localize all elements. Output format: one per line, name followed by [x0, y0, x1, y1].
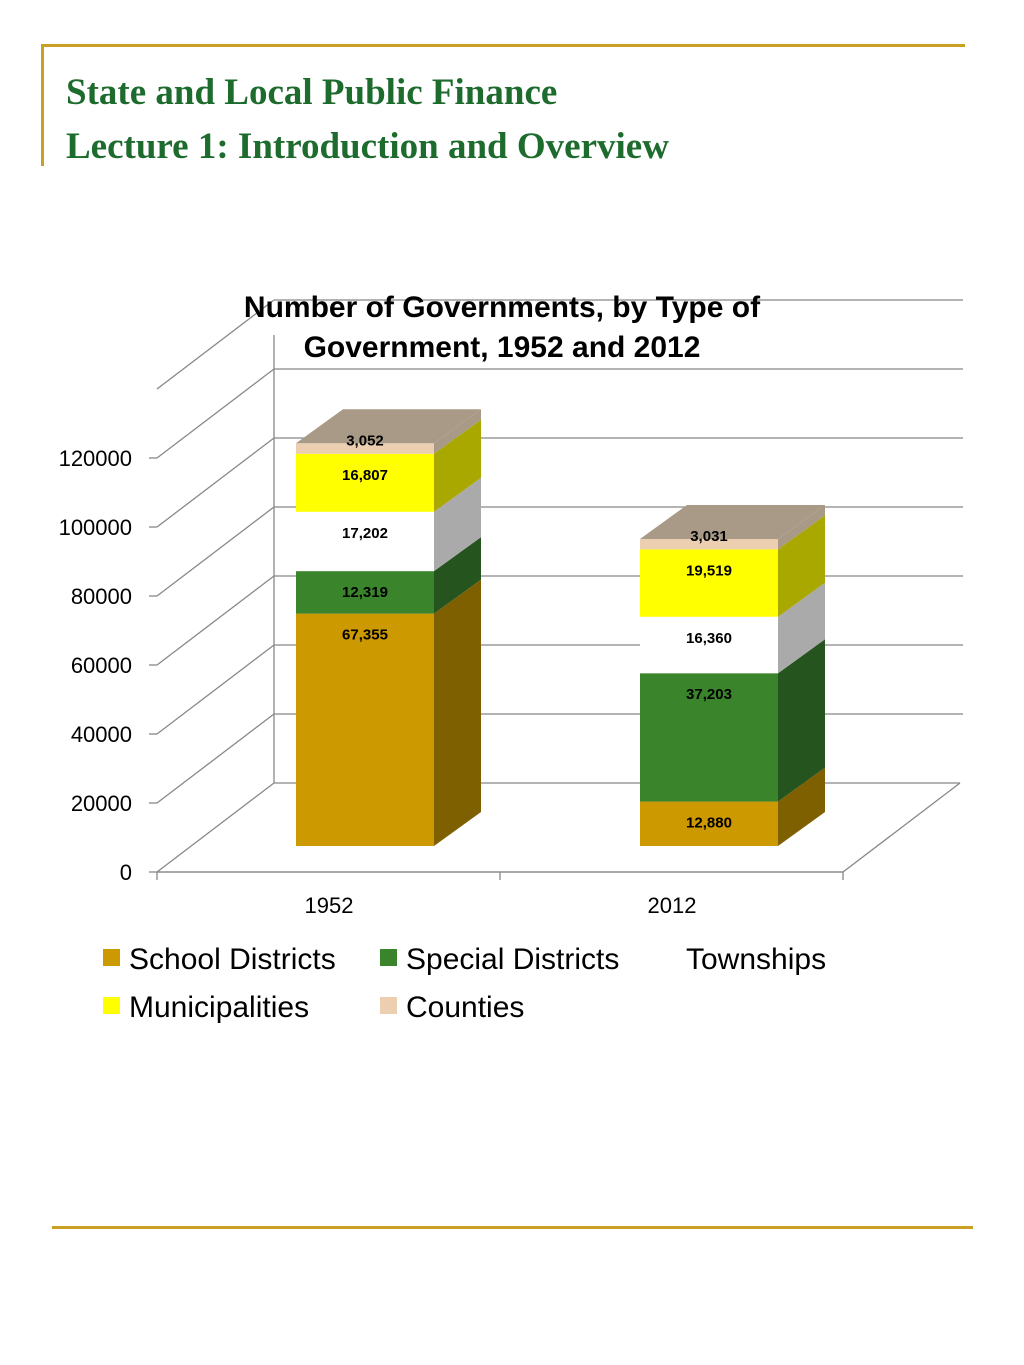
- bar-stack-2012: 12,880 37,203 16,360 19,519 3,031: [640, 504, 825, 846]
- legend-swatch-school-districts: [103, 949, 120, 966]
- x-axis: 1952 2012: [156, 871, 844, 918]
- y-tick-label: 60000: [71, 653, 132, 678]
- chart-title-line-2: Government, 1952 and 2012: [304, 331, 701, 364]
- gridline-side: [156, 368, 275, 459]
- chart-title-line-1: Number of Governments, by Type of: [244, 291, 761, 324]
- bar-top-face: [296, 409, 481, 444]
- legend-swatch-municipalities: [103, 997, 120, 1014]
- data-label: 17,202: [342, 525, 388, 542]
- x-tick-label-1952: 1952: [305, 893, 354, 918]
- data-label: 16,360: [686, 630, 732, 647]
- bar-front-townships: [296, 511, 434, 572]
- bar-front-counties: [640, 538, 778, 550]
- bar-front-school-districts: [296, 613, 434, 846]
- bar-front-special-districts: [640, 673, 778, 802]
- data-label: 67,355: [342, 627, 388, 644]
- bar-side-municipalities: [778, 515, 825, 617]
- slide-title: State and Local Public Finance Lecture 1…: [66, 66, 669, 174]
- y-tick-label: 100000: [59, 515, 132, 540]
- footer-accent-line: [52, 1226, 973, 1229]
- legend-label-municipalities: Municipalities: [129, 991, 309, 1024]
- bar-side-townships: [778, 582, 825, 674]
- y-tick-label: 80000: [71, 584, 132, 609]
- bar-side-townships: [434, 477, 481, 572]
- chart-legend: School Districts Special Districts Townshi…: [103, 943, 826, 1024]
- slide-title-line-2: Lecture 1: Introduction and Overview: [66, 126, 669, 167]
- floor-right-edge: [842, 782, 961, 873]
- gridline-side: [156, 644, 275, 735]
- bar-front-municipalities: [296, 453, 434, 512]
- gridline-side: [156, 506, 275, 597]
- legend-label-school-districts: School Districts: [129, 943, 336, 976]
- bar-side-special-districts: [778, 639, 825, 802]
- legend-swatch-counties: [380, 997, 397, 1014]
- y-tick-label: 20000: [71, 791, 132, 816]
- bar-side-municipalities: [434, 419, 481, 512]
- data-label: 3,052: [346, 432, 384, 449]
- bar-front-counties: [296, 443, 434, 454]
- legend-label-townships: Townships: [686, 943, 826, 976]
- stacked-bar-chart: 0 20000 40000 60000 80000 100000 120000 67,355…: [59, 291, 963, 1024]
- data-label: 19,519: [686, 562, 732, 579]
- x-tick-label-2012: 2012: [648, 893, 697, 918]
- bar-top-face: [640, 504, 825, 539]
- title-accent-horizontal-line: [41, 44, 965, 47]
- y-tick-label: 120000: [59, 446, 132, 471]
- data-label: 12,880: [686, 815, 732, 832]
- title-accent-vertical-line: [41, 44, 44, 166]
- chart-walls: [156, 299, 963, 873]
- gridline-side: [156, 299, 275, 390]
- bar-side-counties: [434, 409, 481, 454]
- data-label: 12,319: [342, 584, 388, 601]
- y-tick-label: 40000: [71, 722, 132, 747]
- data-label: 37,203: [686, 686, 732, 703]
- bar-front-school-districts: [640, 801, 778, 846]
- bar-stack-1952: 67,355 12,319 17,202 16,807 3,052: [296, 409, 481, 846]
- chart-bars: 67,355 12,319 17,202 16,807 3,052 12,880 37,20…: [296, 409, 825, 846]
- slide-title-line-1: State and Local Public Finance: [66, 72, 558, 113]
- floor-left-edge: [156, 782, 275, 873]
- gridline-side: [156, 575, 275, 666]
- bar-side-school-districts: [434, 579, 481, 846]
- legend-swatch-special-districts: [380, 949, 397, 966]
- bar-front-municipalities: [640, 549, 778, 617]
- data-label: 3,031: [690, 528, 728, 545]
- bar-front-special-districts: [296, 571, 434, 614]
- legend-label-counties: Counties: [406, 991, 524, 1024]
- bar-side-counties: [778, 504, 825, 550]
- legend-label-special-districts: Special Districts: [406, 943, 619, 976]
- bar-front-townships: [640, 616, 778, 674]
- data-label: 16,807: [342, 467, 388, 484]
- bar-side-special-districts: [434, 537, 481, 614]
- bar-side-school-districts: [778, 767, 825, 846]
- y-axis-tick-labels: 0 20000 40000 60000 80000 100000 120000: [59, 446, 157, 885]
- gridline-side: [156, 437, 275, 528]
- gridline-side: [156, 713, 275, 804]
- y-tick-label: 0: [120, 860, 132, 885]
